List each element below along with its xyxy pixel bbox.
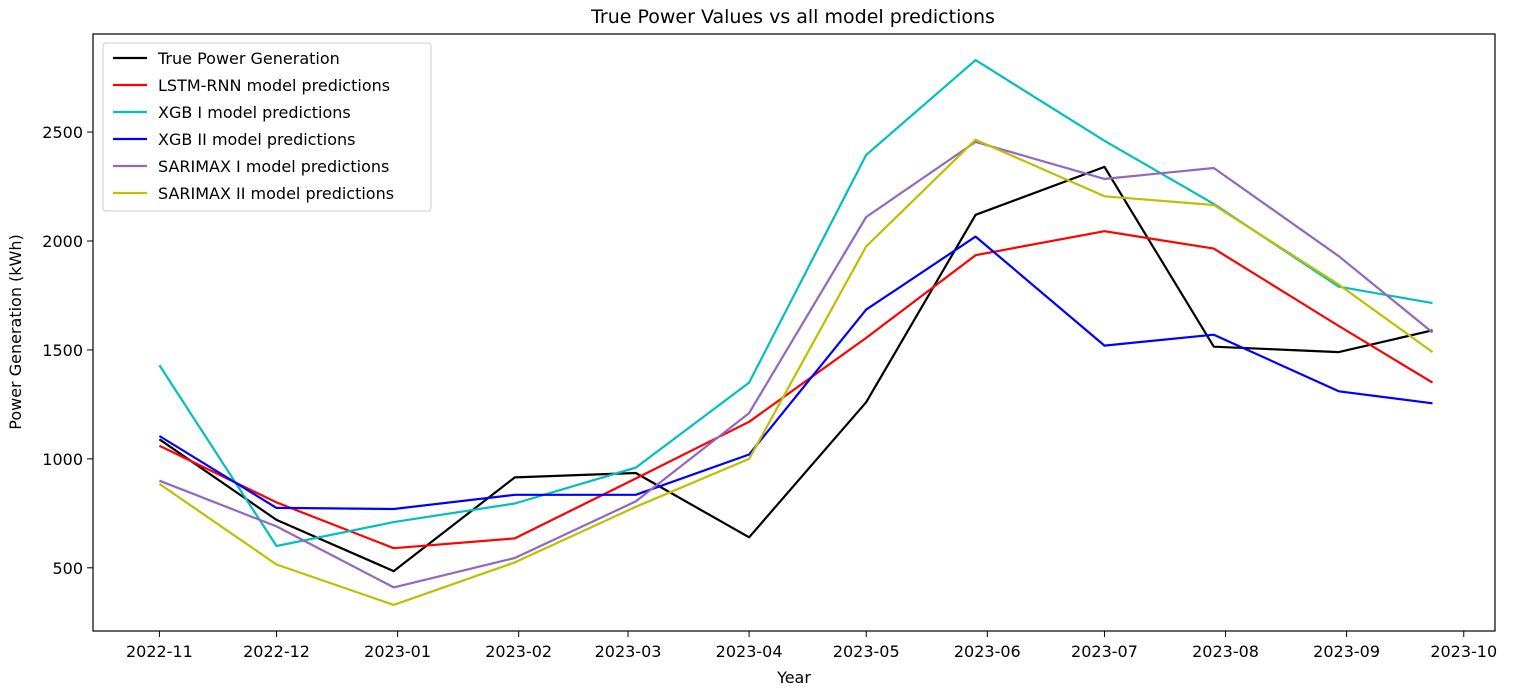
x-tick-label: 2023-06 bbox=[954, 642, 1021, 661]
y-axis-ticks: 500 1000 1500 2000 2500 bbox=[42, 123, 93, 578]
series-line-6 bbox=[158, 138, 1434, 607]
x-axis-label: Year bbox=[776, 668, 811, 687]
x-tick-label: 2023-02 bbox=[485, 642, 552, 661]
plot-frame bbox=[92, 33, 1496, 632]
x-tick-label: 2022-11 bbox=[126, 642, 193, 661]
legend-label: SARIMAX I model predictions bbox=[158, 157, 389, 176]
x-tick-label: 2023-09 bbox=[1313, 642, 1380, 661]
x-tick-label: 2022-12 bbox=[243, 642, 310, 661]
y-axis-label: Power Generation (kWh) bbox=[6, 234, 25, 430]
series-line-2 bbox=[158, 230, 1434, 550]
legend-label: SARIMAX II model predictions bbox=[158, 184, 394, 203]
y-tick-label: 2500 bbox=[42, 123, 83, 142]
x-tick-label: 2023-10 bbox=[1430, 642, 1497, 661]
series-lines bbox=[158, 58, 1434, 607]
legend: True Power Generation LSTM-RNN model pred… bbox=[102, 42, 432, 212]
series-line-1 bbox=[158, 165, 1433, 573]
x-tick-label: 2023-01 bbox=[364, 642, 431, 661]
legend-label: True Power Generation bbox=[157, 49, 340, 68]
series-line-4 bbox=[158, 235, 1433, 511]
x-tick-label: 2023-05 bbox=[833, 642, 900, 661]
x-tick-label: 2023-04 bbox=[716, 642, 783, 661]
y-tick-label: 1500 bbox=[42, 341, 83, 360]
legend-box bbox=[102, 42, 432, 212]
legend-label: LSTM-RNN model predictions bbox=[158, 76, 390, 95]
y-tick-label: 1000 bbox=[42, 450, 83, 469]
legend-label: XGB II model predictions bbox=[158, 130, 355, 149]
x-axis-ticks: 2022-11 2022-12 2023-01 2023-02 2023-03 2023-… bbox=[126, 631, 1497, 661]
series-line-5 bbox=[159, 140, 1434, 589]
y-tick-label: 2000 bbox=[42, 232, 83, 251]
x-tick-label: 2023-08 bbox=[1192, 642, 1259, 661]
y-tick-label: 500 bbox=[52, 559, 83, 578]
chart-title: True Power Values vs all model predictio… bbox=[590, 6, 995, 28]
legend-label: XGB I model predictions bbox=[158, 103, 351, 122]
x-tick-label: 2023-07 bbox=[1071, 642, 1138, 661]
x-tick-label: 2023-03 bbox=[595, 642, 662, 661]
